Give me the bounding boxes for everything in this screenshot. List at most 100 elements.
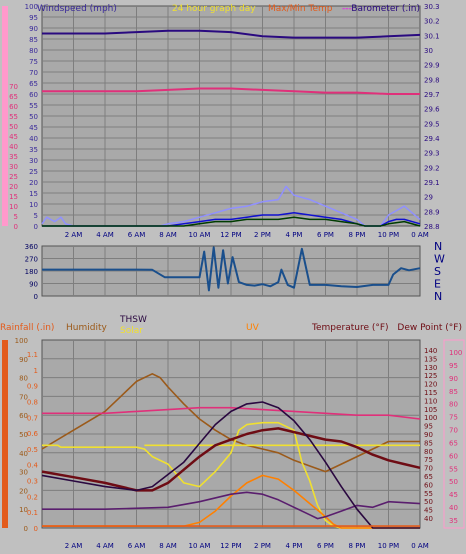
solar-line (42, 421, 420, 529)
humidity-label: Humidity (66, 323, 107, 333)
humidity-tick-label: 60 (19, 412, 28, 420)
windspeed-tick-label: 80 (29, 47, 38, 55)
temperature-tick-label: 45 (424, 507, 433, 515)
rainfall-tick-label: 0.6 (27, 430, 39, 438)
rain-scale-bar (2, 340, 8, 528)
solar-label: Solar (120, 326, 143, 336)
windspeed-tick-label: 15 (29, 190, 38, 198)
temperature-tick-label: 110 (424, 397, 437, 405)
dew-point-tick-label: 75 (449, 414, 458, 422)
top-x-tick-label: 8 PM (349, 231, 366, 239)
temperature-tick-label: 130 (424, 364, 437, 372)
rainfall-tick-label: 1.1 (27, 351, 38, 359)
rainfall-tick-label: 0.8 (27, 398, 38, 406)
temperature-tick-label: 70 (424, 465, 433, 473)
windspeed-tick-label: 0 (34, 223, 38, 231)
windspeed-tick-label: 35 (29, 146, 38, 154)
top-x-tick-label: 12 PM (220, 231, 241, 239)
uv-line (42, 474, 420, 529)
temp-scale-tick-label: 60 (9, 103, 18, 111)
rainfall-tick-label: 0.1 (27, 509, 38, 517)
humidity-tick-label: 100 (15, 337, 28, 345)
temperature-tick-label: 40 (424, 515, 433, 523)
wind-direction-tick-label: 180 (25, 268, 38, 276)
wind-direction-tick-label: 360 (25, 243, 38, 251)
dew-point-tick-label: 65 (449, 439, 458, 447)
windspeed-tick-label: 40 (29, 135, 38, 143)
humidity-tick-label: 90 (19, 356, 28, 364)
windspeed-tick-label: 90 (29, 25, 38, 33)
barometer-tick-label: 29.8 (424, 76, 440, 84)
temp-scale-tick-label: 55 (9, 113, 18, 121)
barometer-tick-label: 29.3 (424, 150, 440, 158)
top-x-tick-label: 2 AM (65, 231, 83, 239)
windspeed-axis-label: Windspeed (mph) (37, 4, 117, 14)
top-x-tick-label: 10 AM (189, 231, 211, 239)
temp-scale-tick-label: 10 (9, 203, 18, 211)
temperature-tick-label: 100 (424, 414, 437, 422)
wind-direction-tick-label: 270 (25, 256, 38, 264)
top-x-tick-label: 6 AM (128, 231, 146, 239)
bottom-x-tick-label: 10 PM (378, 542, 399, 550)
barometer-tick-label: 29.6 (424, 106, 440, 114)
top-x-tick-label: 6 PM (317, 231, 334, 239)
top-x-tick-label: 4 AM (96, 231, 114, 239)
dew-point-tick-label: 40 (449, 504, 458, 512)
temperature-tick-label: 140 (424, 347, 437, 355)
barometer-axis-label: Barometer (.in) (351, 4, 420, 14)
temperature-tick-label: 65 (424, 473, 433, 481)
bottom-x-tick-label: 12 PM (220, 542, 241, 550)
dew-point-tick-label: 45 (449, 491, 458, 499)
dew-point-tick-label: 35 (449, 517, 458, 525)
bottom-x-tick-label: 8 PM (349, 542, 366, 550)
temp-scale-tick-label: 25 (9, 173, 18, 181)
bottom-x-tick-label: 4 PM (286, 542, 303, 550)
compass-label: S (434, 265, 441, 278)
humidity-tick-label: 30 (19, 469, 28, 477)
windspeed-tick-label: 60 (29, 91, 38, 99)
top-x-tick-label: 8 AM (159, 231, 177, 239)
barometer-tick-label: 29.5 (424, 120, 440, 128)
barometer-tick-label: 29.7 (424, 91, 440, 99)
temp-scale-tick-label: 20 (9, 183, 18, 191)
hi-wind-line (42, 216, 421, 227)
temperature-tick-label: 85 (424, 439, 433, 447)
dew-point-tick-label: 95 (449, 362, 458, 370)
windspeed-tick-label: 50 (29, 113, 38, 121)
temp-scale-tick-label: 15 (9, 193, 18, 201)
windspeed-tick-label: 100 (25, 3, 38, 11)
dew-point-tick-label: 60 (449, 452, 458, 460)
top-x-tick-label: 4 PM (286, 231, 303, 239)
humidity-tick-label: 0 (24, 525, 28, 533)
bottom-x-tick-label: 10 AM (189, 542, 211, 550)
temperature-tick-label: 60 (424, 481, 433, 489)
windspeed-line (41, 185, 421, 227)
humidity-tick-label: 70 (19, 393, 28, 401)
thsw-line (41, 401, 420, 529)
dew-point-tick-label: 70 (449, 427, 458, 435)
wind-direction-tick-label: 0 (34, 293, 38, 301)
temp-scale-tick-label: 50 (9, 123, 18, 131)
temperature-tick-label: 90 (424, 431, 433, 439)
left-scale-bar (2, 6, 8, 226)
dew-point-tick-label: 90 (449, 375, 458, 383)
top-x-tick-label: 0 AM (411, 231, 429, 239)
uv-label: UV (246, 323, 260, 333)
temperature-label: Temperature (°F) (311, 323, 389, 333)
bottom-x-tick-label: 6 PM (317, 542, 334, 550)
wind-gust-line (42, 212, 421, 227)
barometer-tick-label: 28.8 (424, 223, 440, 231)
temp-scale-tick-label: 35 (9, 153, 18, 161)
dew-point-tick-label: 55 (449, 465, 458, 473)
rainfall-tick-label: 1 (34, 367, 38, 375)
dew-scale-frame (443, 339, 465, 529)
temp-scale-tick-label: 5 (14, 213, 18, 221)
rainfall-tick-label: 0.7 (27, 414, 38, 422)
barometer-tick-label: 30.1 (424, 32, 440, 40)
temperature-tick-label: 55 (424, 490, 433, 498)
temperature-tick-label: 105 (424, 406, 437, 414)
windspeed-tick-label: 10 (29, 201, 38, 209)
barometer-tick-label: 29.1 (424, 179, 440, 187)
barometer-tick-label: 29.9 (424, 62, 440, 70)
temp-scale-tick-label: 30 (9, 163, 18, 171)
